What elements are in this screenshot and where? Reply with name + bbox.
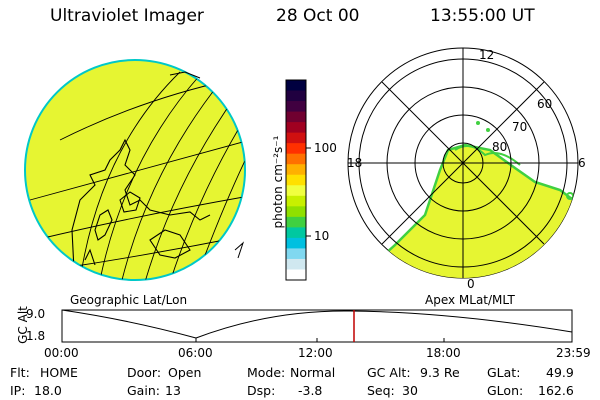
mlat-label-70: 70 [512,120,528,134]
gcalt-label: GC Alt: [367,365,411,380]
colorbar-band [286,143,306,155]
colorbar-band [286,174,306,186]
altitude-ytick-top: 9.0 [26,307,46,321]
time-tick: 00:00 [44,346,79,360]
glon-label: GLon: [487,383,524,398]
glat-label: GLat: [487,365,521,380]
colorbar-band [286,153,306,165]
mode-value: Normal [290,365,336,380]
earth-disk [24,59,246,281]
dsp-value: -3.8 [298,383,323,398]
colorbar-band [286,111,306,123]
colorbar-band [286,195,306,207]
mlt-label-6: 6 [578,156,586,170]
colorbar-band [286,269,306,281]
seq-value: 30 [402,383,418,398]
altitude-curve [61,309,573,339]
polar-caption: Apex MLat/MLT [425,293,515,307]
colorbar-band [286,237,306,249]
instrument-title: Ultraviolet Imager [50,6,204,26]
ip-label: IP: [10,383,26,398]
seq-label: Seq: [367,383,395,398]
mode-label: Mode: [247,365,286,380]
colorbar-band [286,90,306,102]
gain-value: 13 [165,383,181,398]
ip-value: 18.0 [34,383,62,398]
filter-label: Flt: [10,365,30,380]
colorbar-band [286,227,306,239]
geographic-caption: Geographic Lat/Lon [70,293,188,307]
gcalt-value: 9.3 Re [420,365,460,380]
colorbar-unit-label: photon cm⁻²s⁻¹ [271,135,285,229]
colorbar-tick-10: 10 [314,229,330,243]
colorbar-band [286,122,306,134]
time-label: 13:55:00 UT [430,6,535,26]
coastlines [71,138,211,280]
time-tick: 12:00 [298,346,333,360]
colorbar-band [286,258,306,270]
colorbar-band [286,132,306,144]
date-label: 28 Oct 00 [276,6,360,26]
mlat-label-60: 60 [537,97,553,111]
colorbar-band [286,80,306,92]
dsp-label: Dsp: [247,383,276,398]
time-tick: 18:00 [426,346,461,360]
mlat-label-80: 80 [492,140,508,154]
colorbar-band [286,185,306,197]
colorbar-band [286,101,306,113]
time-tick: 06:00 [178,346,213,360]
colorbar-band [286,164,306,176]
altitude-plot-frame [61,309,573,343]
glat-value: 49.9 [546,365,574,380]
colorbar-band [286,248,306,260]
mlt-label-12: 12 [479,48,495,62]
altitude-ytick-bottom: 1.8 [26,329,46,343]
mlt-label-0: 0 [467,277,475,291]
polar-grid [348,48,578,278]
door-value: Open [168,365,202,380]
filter-value: HOME [40,365,78,380]
gain-label: Gain: [127,383,160,398]
door-label: Door: [127,365,162,380]
colorbar-band [286,206,306,218]
colorbar-tick-100: 100 [314,141,337,155]
colorbar [286,80,306,281]
mlt-label-18: 18 [347,156,363,170]
glon-value: 162.6 [538,383,574,398]
colorbar-band [286,216,306,228]
time-tick: 23:59 [556,346,591,360]
